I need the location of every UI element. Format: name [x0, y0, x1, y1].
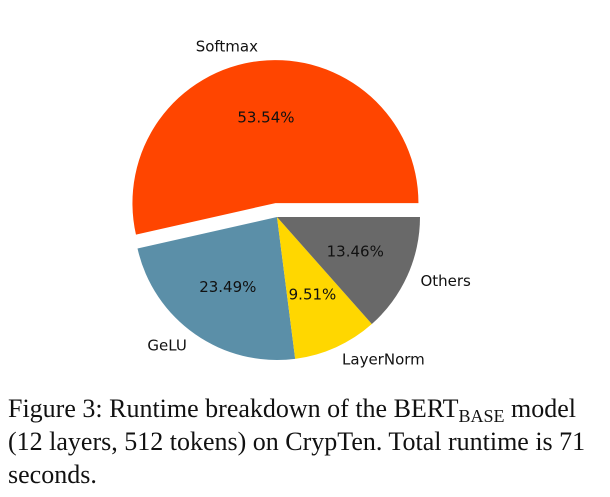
pct-label-gelu: 23.49%: [199, 278, 256, 296]
pie-slice-layernorm: [277, 217, 372, 359]
pie-slice-others: [277, 217, 420, 325]
pie-chart: Softmax 53.54% GeLU 23.49% LayerNorm 9.51% Oth…: [132, 37, 471, 369]
slice-label-softmax: Softmax: [196, 37, 258, 55]
slice-label-gelu: GeLU: [147, 336, 186, 354]
pie-slice-softmax: [132, 60, 419, 235]
slice-label-others: Others: [420, 272, 471, 290]
pct-label-softmax: 53.54%: [237, 108, 294, 126]
figure-caption: Figure 3: Runtime breakdown of the BERTB…: [8, 392, 606, 491]
caption-suffix: model (12 layers, 512 tokens) on CrypTen…: [8, 394, 586, 489]
caption-prefix: Figure 3: Runtime breakdown of the BERT: [8, 394, 459, 423]
pie-slice-gelu: [137, 217, 296, 361]
slice-label-layernorm: LayerNorm: [342, 351, 425, 369]
pct-label-layernorm: 9.51%: [289, 286, 337, 304]
caption-subscript: BASE: [458, 406, 505, 426]
pct-label-others: 13.46%: [327, 243, 384, 261]
